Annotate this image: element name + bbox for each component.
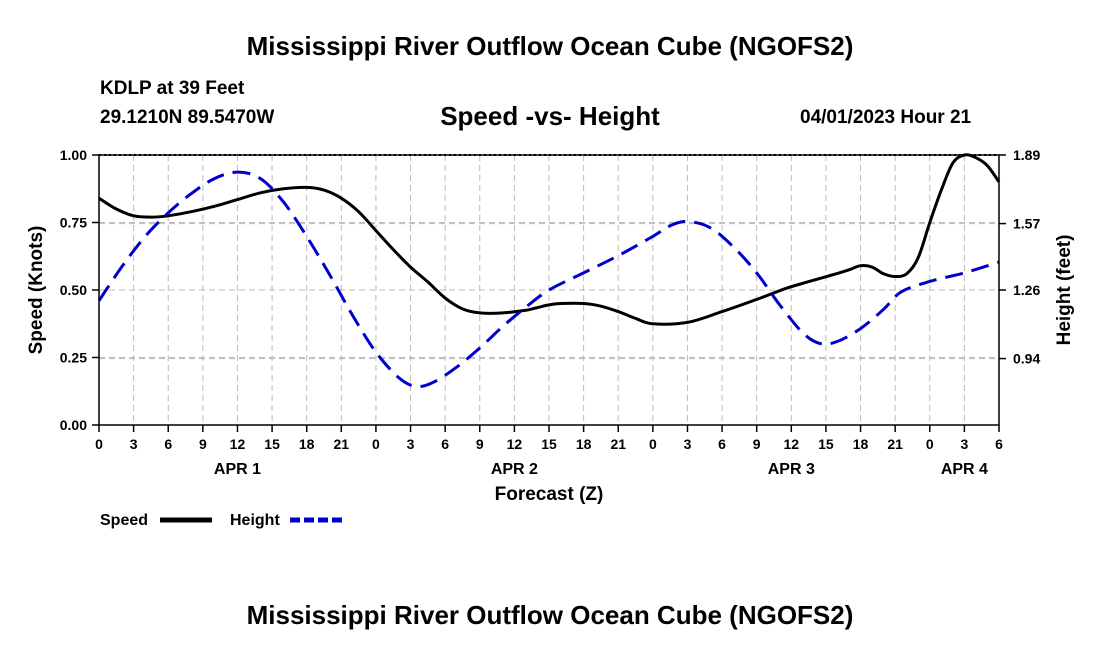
x-tick-label: 6 bbox=[718, 436, 726, 452]
series-layer bbox=[97, 153, 1001, 389]
x-tick-label: 21 bbox=[610, 436, 626, 452]
speed-series-line bbox=[98, 153, 1001, 326]
x-tick-label: 18 bbox=[576, 436, 592, 452]
x-tick-label: 15 bbox=[541, 436, 557, 452]
y-tick-label: 1.00 bbox=[60, 147, 87, 163]
forecast-datetime: 04/01/2023 Hour 21 bbox=[800, 107, 972, 128]
x-axis-label: Forecast (Z) bbox=[495, 484, 604, 505]
x-tick-label: 0 bbox=[926, 436, 934, 452]
day-label: APR 3 bbox=[768, 461, 815, 478]
x-tick-label: 21 bbox=[334, 436, 350, 452]
y2-axis-label: Height (feet) bbox=[1054, 235, 1075, 346]
x-tick-label: 12 bbox=[507, 436, 523, 452]
x-tick-label: 6 bbox=[995, 436, 1003, 452]
y-tick-label: 0.00 bbox=[60, 417, 87, 433]
y2-tick-label: 1.26 bbox=[1013, 282, 1040, 298]
x-tick-label: 6 bbox=[441, 436, 449, 452]
x-tick-label: 3 bbox=[130, 436, 138, 452]
coordinates-label: 29.1210N 89.5470W bbox=[100, 107, 275, 128]
day-label: APR 1 bbox=[214, 461, 261, 478]
grid bbox=[99, 154, 999, 425]
chart-main-title: Mississippi River Outflow Ocean Cube (NG… bbox=[246, 31, 854, 61]
x-tick-label: 9 bbox=[753, 436, 761, 452]
x-tick-label: 3 bbox=[407, 436, 415, 452]
x-tick-label: 15 bbox=[818, 436, 834, 452]
y-tick-label: 0.50 bbox=[60, 282, 87, 298]
y2-tick-label: 0.94 bbox=[1013, 351, 1040, 367]
x-tick-label: 12 bbox=[784, 436, 800, 452]
x-tick-label: 15 bbox=[264, 436, 280, 452]
station-label: KDLP at 39 Feet bbox=[100, 78, 245, 99]
chart-subtitle: Speed -vs- Height bbox=[440, 101, 660, 131]
chart-footer-title: Mississippi River Outflow Ocean Cube (NG… bbox=[246, 600, 854, 630]
x-tick-label: 21 bbox=[887, 436, 903, 452]
x-tick-label: 12 bbox=[230, 436, 246, 452]
y-tick-label: 0.25 bbox=[60, 350, 87, 366]
day-label: APR 2 bbox=[491, 461, 538, 478]
y-tick-label: 0.75 bbox=[60, 215, 87, 231]
y2-tick-label: 1.57 bbox=[1013, 216, 1040, 232]
legend-height-label: Height bbox=[230, 512, 280, 529]
x-tick-label: 0 bbox=[95, 436, 103, 452]
height-series-line bbox=[97, 170, 1000, 389]
x-tick-label: 0 bbox=[649, 436, 657, 452]
x-tick-label: 0 bbox=[372, 436, 380, 452]
day-label: APR 4 bbox=[941, 461, 988, 478]
x-tick-label: 6 bbox=[164, 436, 172, 452]
axes: 0 3 6 9 12 15 18 21 0 3 6 9 12 15 18 21 0 3 6 9 12 15 18 21 0 3 6 0… bbox=[60, 147, 1041, 478]
x-tick-label: 9 bbox=[476, 436, 484, 452]
x-tick-label: 3 bbox=[684, 436, 692, 452]
legend-speed-label: Speed bbox=[100, 512, 148, 529]
y2-tick-label: 1.89 bbox=[1013, 147, 1040, 163]
legend: Speed Height bbox=[100, 512, 342, 529]
x-tick-label: 18 bbox=[853, 436, 869, 452]
x-tick-label: 9 bbox=[199, 436, 207, 452]
x-tick-label: 18 bbox=[299, 436, 315, 452]
x-tick-label: 3 bbox=[960, 436, 968, 452]
y-axis-label: Speed (Knots) bbox=[26, 226, 47, 355]
